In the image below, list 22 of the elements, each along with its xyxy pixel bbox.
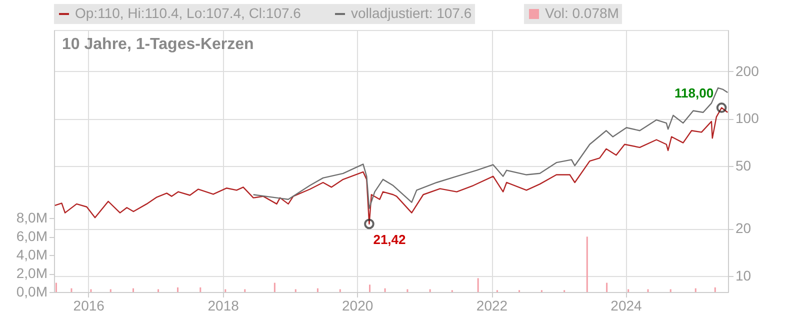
x-tick-label: 2022 [476, 298, 508, 314]
y2-tick-label: 6,0M [16, 228, 48, 244]
legend-label: Vol: 0.078M [545, 5, 619, 21]
y2-tick-label: 8,0M [16, 210, 48, 226]
line-series [252, 87, 728, 209]
chart-title: 10 Jahre, 1-Tages-Kerzen [62, 36, 254, 53]
y-tick-label: 10 [736, 267, 752, 284]
x-tick-label: 2020 [342, 298, 374, 314]
y2-tick-label: 2,0M [16, 265, 48, 282]
x-tick-label: 2024 [610, 298, 642, 314]
legend-label: Op:110, Hi:110.4, Lo:107.4, Cl:107.6 [75, 5, 302, 21]
y-tick-label: 100 [736, 110, 760, 126]
x-tick-label: 2016 [73, 298, 105, 314]
y-tick-label: 20 [736, 220, 752, 236]
annotation: 118,00 [674, 86, 714, 101]
y2-tick-label: 4,0M [16, 246, 48, 263]
legend-label: volladjustiert: 107.6 [351, 5, 472, 21]
annotation: 21,42 [373, 232, 406, 247]
y-tick-label: 50 [736, 158, 752, 174]
y2-tick-label: 0,0M [16, 284, 48, 300]
x-tick-label: 2018 [208, 298, 240, 314]
y-tick-label: 200 [736, 62, 760, 79]
